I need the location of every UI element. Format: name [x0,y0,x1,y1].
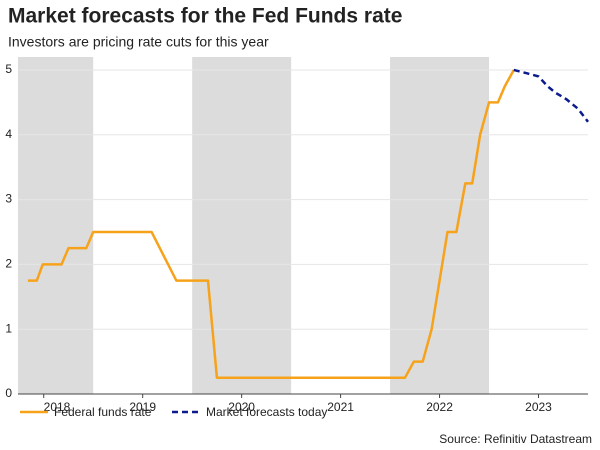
y-tick-label: 4 [5,127,12,141]
x-tick-label: 2019 [129,400,156,414]
y-tick-label: 3 [5,192,12,206]
x-tick-label: 2020 [228,400,255,414]
y-tick-label: 0 [5,386,12,400]
y-tick-label: 1 [5,321,12,335]
y-tick-label: 2 [5,257,12,271]
source: Source: Refinitiv Datastream [439,432,592,446]
x-tick-label: 2018 [44,400,71,414]
x-tick-label: 2023 [525,400,552,414]
chart-title: Market forecasts for the Fed Funds rate [8,5,402,28]
shaded-band [192,57,292,394]
chart-subtitle: Investors are pricing rate cuts for this… [8,34,269,50]
x-tick-label: 2022 [426,400,453,414]
x-tick-label: 2021 [327,400,354,414]
shaded-band [390,57,490,394]
shaded-band [18,57,94,394]
series-line [27,69,515,380]
y-tick-label: 5 [5,62,12,76]
legend-label: Market forecasts today [206,405,327,419]
series-line [513,68,589,123]
legend-label: Federal funds rate [54,405,152,419]
